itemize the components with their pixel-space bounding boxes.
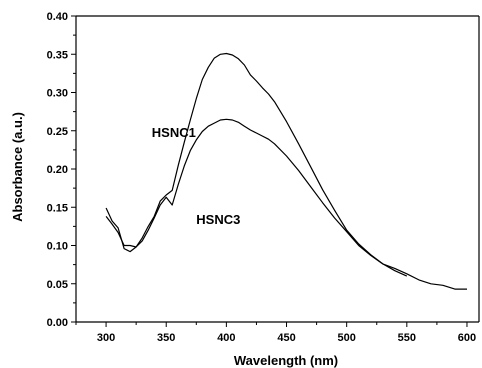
x-tick-label: 300	[97, 332, 115, 344]
series-label-hsnc3: HSNC3	[196, 212, 240, 227]
y-tick-label: 0.00	[47, 317, 68, 329]
x-axis-ticks: 300 350 400 450 500 550 600	[75, 322, 476, 344]
series-line-hsnc1	[105, 52, 408, 277]
series-label-hsnc1: HSNC1	[152, 125, 196, 140]
y-tick-label: 0.25	[47, 126, 68, 138]
y-axis-title: Absorbance (a.u.)	[10, 112, 25, 222]
y-tick-label: 0.30	[47, 88, 68, 100]
y-tick-label: 0.40	[47, 11, 68, 23]
x-tick-label: 550	[398, 332, 416, 344]
x-tick-label: 600	[458, 332, 476, 344]
y-tick-label: 0.10	[47, 241, 68, 253]
y-tick-label: 0.05	[47, 279, 68, 291]
x-tick-label: 450	[277, 332, 295, 344]
series-annotations: HSNC1 HSNC3	[152, 125, 241, 227]
series-line-hsnc3	[105, 118, 467, 290]
x-axis-title: Wavelength (nm)	[234, 353, 338, 368]
plot-axes	[75, 15, 480, 323]
x-tick-label: 350	[157, 332, 175, 344]
x-tick-label: 400	[217, 332, 235, 344]
series-lines	[105, 52, 467, 290]
y-tick-label: 0.20	[47, 164, 68, 176]
y-tick-label: 0.35	[47, 49, 68, 61]
x-tick-label: 500	[337, 332, 355, 344]
y-axis-ticks: 0.00 0.05 0.10 0.15 0.20 0.25 0.30 0.35 0.40	[47, 11, 76, 329]
y-tick-label: 0.15	[47, 202, 68, 214]
